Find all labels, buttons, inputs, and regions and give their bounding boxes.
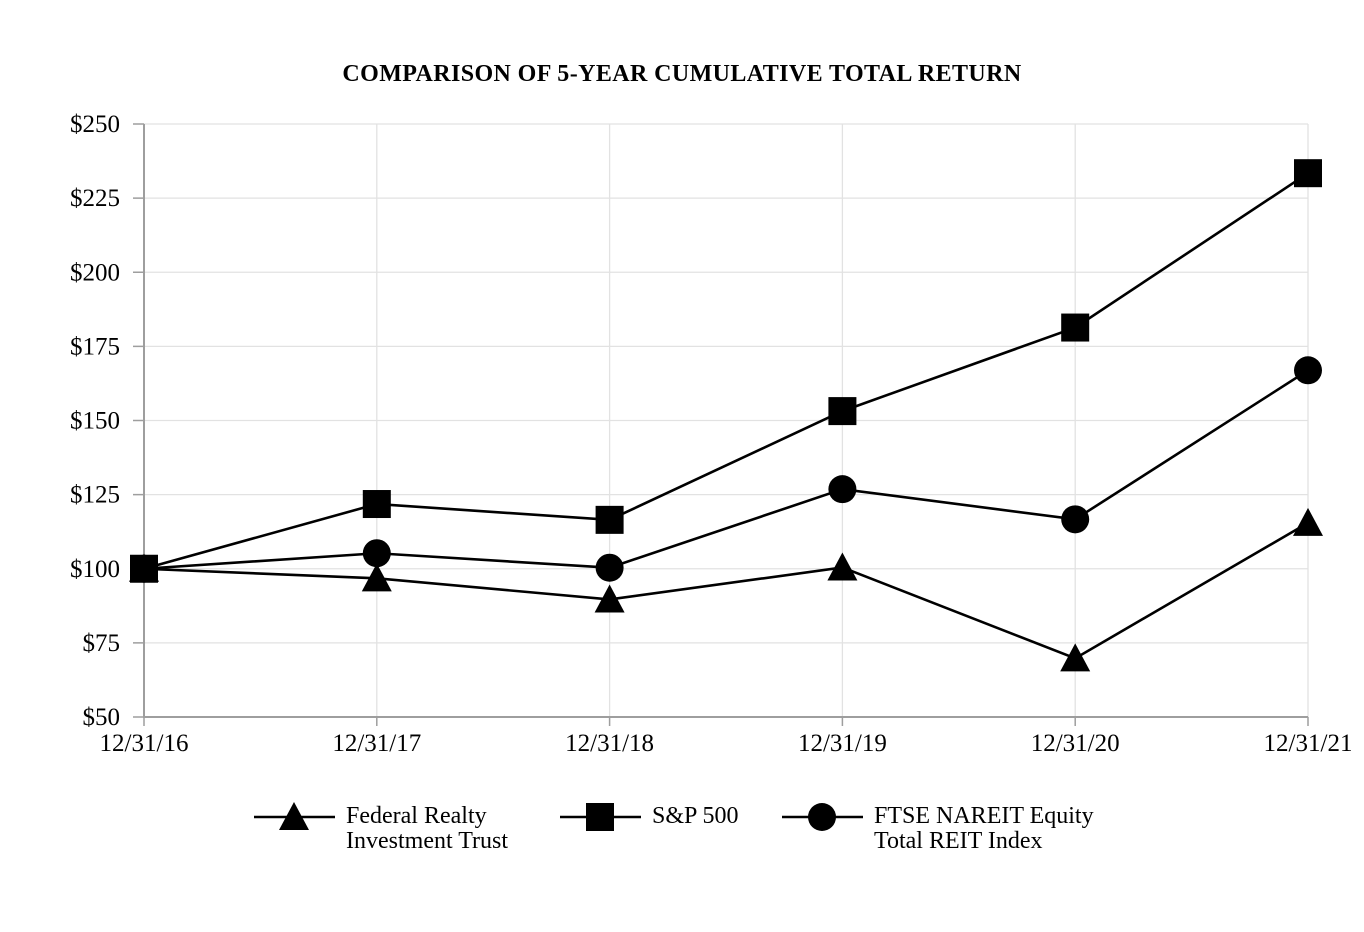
legend-label-ftse-nareit: FTSE NAREIT Equity Total REIT Index bbox=[874, 804, 1094, 854]
legend-label-federal-realty: Federal Realty Investment Trust bbox=[346, 804, 508, 854]
x-tick-label: 12/31/20 bbox=[1031, 730, 1120, 757]
square-marker-swatch-icon bbox=[560, 803, 641, 831]
y-tick-label: $50 bbox=[83, 704, 121, 731]
series-line-1 bbox=[143, 172, 1309, 571]
series-line-2 bbox=[143, 369, 1309, 571]
x-tick-label: 12/31/17 bbox=[332, 730, 421, 757]
y-tick-label: $150 bbox=[70, 408, 120, 435]
square-marker-icon bbox=[1061, 313, 1090, 342]
legend-label-line1: Federal Realty bbox=[346, 803, 487, 829]
y-tick-label: $125 bbox=[70, 482, 120, 509]
circle-marker-icon bbox=[828, 475, 857, 504]
circle-marker-icon bbox=[1294, 356, 1322, 385]
x-tick-label: 12/31/18 bbox=[565, 730, 654, 757]
legend-entry-ftse-nareit: FTSE NAREIT Equity Total REIT Index bbox=[780, 800, 1094, 854]
y-tick-label: $200 bbox=[70, 259, 120, 286]
triangle-marker-swatch-icon bbox=[254, 802, 335, 830]
legend-label-line1: S&P 500 bbox=[652, 803, 739, 829]
square-marker-icon bbox=[1294, 159, 1322, 188]
x-tick-label: 12/31/21 bbox=[1264, 730, 1353, 757]
square-marker-icon bbox=[828, 397, 857, 426]
square-marker-icon bbox=[586, 803, 614, 831]
circle-marker-swatch-icon bbox=[782, 803, 863, 831]
legend-label-line2: Investment Trust bbox=[346, 828, 509, 854]
legend-label-sp500: S&P 500 bbox=[652, 804, 738, 829]
series-line-0 bbox=[143, 521, 1309, 660]
legend-label-line2: Total REIT Index bbox=[874, 828, 1043, 854]
x-tick-label: 12/31/19 bbox=[798, 730, 887, 757]
chart-title: COMPARISON OF 5-YEAR CUMULATIVE TOTAL RE… bbox=[342, 61, 1022, 87]
square-marker-icon bbox=[130, 554, 158, 583]
square-marker-icon bbox=[362, 490, 391, 519]
y-tick-label: $225 bbox=[70, 185, 120, 212]
triangle-marker-icon bbox=[279, 802, 309, 830]
legend-entry-sp500: S&P 500 bbox=[558, 800, 738, 834]
triangle-marker-icon bbox=[1060, 643, 1091, 672]
circle-marker-icon bbox=[362, 539, 391, 568]
triangle-marker-icon bbox=[1293, 507, 1323, 536]
y-tick-label: $175 bbox=[70, 333, 120, 360]
triangle-marker-icon bbox=[827, 552, 858, 581]
x-tick-label: 12/31/16 bbox=[100, 730, 189, 757]
square-marker-icon bbox=[595, 505, 624, 534]
circle-marker-icon bbox=[595, 553, 624, 582]
circle-marker-icon bbox=[808, 803, 836, 831]
legend-entry-federal-realty: Federal Realty Investment Trust bbox=[252, 800, 508, 854]
y-tick-label: $100 bbox=[70, 556, 120, 583]
legend-label-line1: FTSE NAREIT Equity bbox=[874, 803, 1094, 829]
circle-marker-icon bbox=[1061, 505, 1090, 534]
y-tick-label: $75 bbox=[83, 630, 121, 657]
triangle-marker-icon bbox=[361, 563, 392, 592]
y-tick-label: $250 bbox=[70, 111, 120, 138]
triangle-marker-icon bbox=[594, 584, 625, 613]
